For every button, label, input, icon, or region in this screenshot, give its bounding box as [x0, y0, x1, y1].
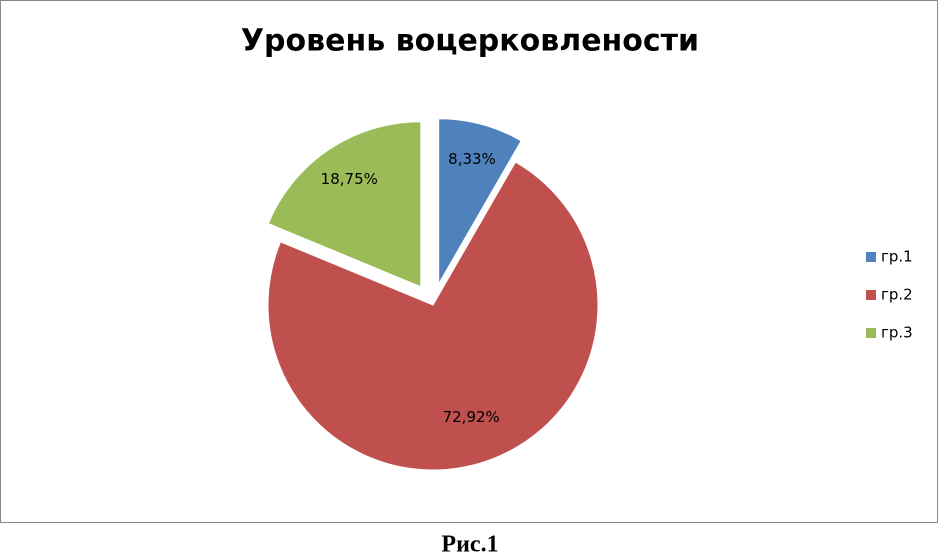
legend-label: гр.3: [881, 324, 913, 342]
caption: Рис.1: [441, 532, 498, 558]
data-label: 72,92%: [443, 408, 500, 426]
legend-swatch: [866, 252, 876, 262]
legend-label: гр.2: [881, 286, 913, 304]
chart-title: Уровень воцерковлености: [241, 24, 699, 59]
data-label: 8,33%: [448, 150, 496, 168]
pie-slice: [267, 121, 422, 288]
data-label: 18,75%: [321, 170, 378, 188]
pie-slice: [267, 161, 599, 471]
legend-swatch: [866, 328, 876, 338]
pie-slice: [438, 118, 522, 286]
legend-swatch: [866, 290, 876, 300]
legend-label: гр.1: [881, 248, 913, 266]
